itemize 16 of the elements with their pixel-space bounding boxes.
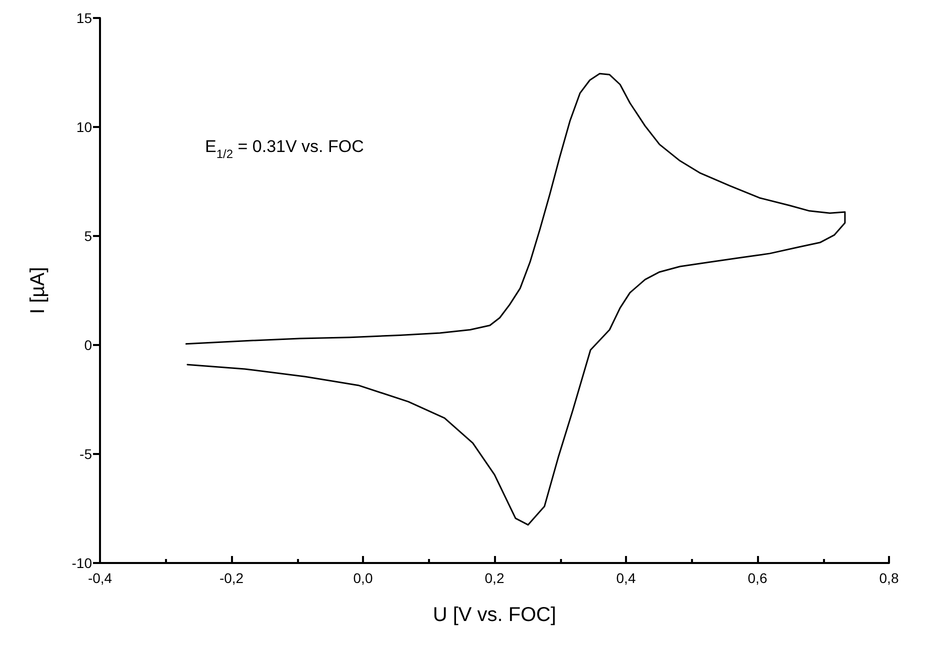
x-tick-label: 0,8 [879,570,899,586]
y-tick-label: 0 [84,337,92,353]
y-tick-label: -5 [80,446,92,462]
y-tick-label: 5 [84,228,92,244]
y-tick-label: 10 [76,119,92,135]
x-tick-label: 0,4 [616,570,636,586]
x-tick-label: 0,2 [484,570,504,586]
x-axis-title: U [V vs. FOC] [432,604,556,626]
x-tick-label: 0,6 [748,570,768,586]
x-tick-label: 0,0 [353,570,373,586]
y-tick-label: 15 [76,10,92,26]
y-axis-title: I [µA] [27,266,49,314]
y-tick-label: -10 [72,555,92,571]
x-tick-label: -0,2 [219,570,244,586]
line-series [185,72,846,526]
x-tick-label: -0,4 [88,570,112,586]
